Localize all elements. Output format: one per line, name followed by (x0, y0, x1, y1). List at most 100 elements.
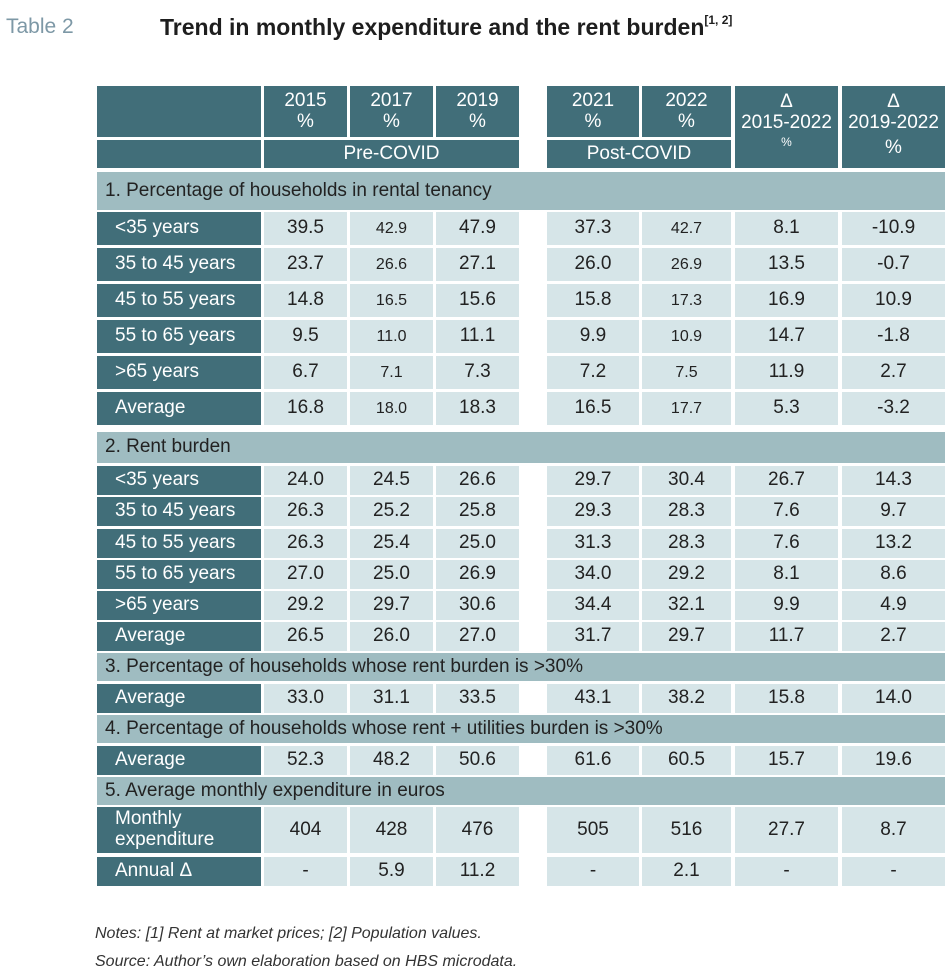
table-cell: 60.5 (642, 746, 731, 775)
table-cell: 428 (350, 807, 433, 853)
header-subunit: % (781, 134, 792, 149)
row-label: <35 years (97, 466, 261, 495)
row-label: 55 to 65 years (97, 560, 261, 589)
table-cell: 7.5 (642, 356, 731, 389)
table-cell: 47.9 (436, 212, 519, 245)
table-cell: 26.0 (547, 248, 639, 281)
table-cell: 27.1 (436, 248, 519, 281)
header-unit: 2019-2022 (848, 111, 939, 133)
header-year-cell: 2015% (264, 86, 347, 137)
table-cell: 16.5 (350, 284, 433, 317)
table-cell: 8.7 (842, 807, 945, 853)
table-cell: 26.9 (436, 560, 519, 589)
table-cell: 26.5 (264, 622, 347, 651)
row-label: <35 years (97, 212, 261, 245)
section-header: 1. Percentage of households in rental te… (97, 172, 945, 210)
table-cell: 8.1 (735, 212, 838, 245)
table-cell: 516 (642, 807, 731, 853)
header-year: 2017 (370, 89, 413, 111)
table-cell: 9.5 (264, 320, 347, 353)
table-cell: 34.0 (547, 560, 639, 589)
header-year-cell: 2019% (436, 86, 519, 137)
header-unit: % (678, 110, 695, 132)
header-year: Δ (780, 91, 793, 112)
table-cell: 31.3 (547, 529, 639, 558)
row-label: 45 to 55 years (97, 529, 261, 558)
header-unit: 2015-2022 (741, 111, 832, 133)
row-label: Average (97, 392, 261, 425)
table-cell: - (735, 857, 838, 886)
table-cell: 16.9 (735, 284, 838, 317)
table-cell: 7.6 (735, 529, 838, 558)
header-unit: % (584, 110, 602, 132)
table-cell: 28.3 (642, 497, 731, 526)
table-cell: 29.7 (547, 466, 639, 495)
table-cell: 476 (436, 807, 519, 853)
table-cell: 4.9 (842, 591, 945, 620)
table-cell: 32.1 (642, 591, 731, 620)
header-year-cell: 2017% (350, 86, 433, 137)
table-cell: 14.0 (842, 684, 945, 713)
table-cell: 26.0 (350, 622, 433, 651)
table-cell: 29.2 (642, 560, 731, 589)
table-cell: 27.0 (264, 560, 347, 589)
row-label: 55 to 65 years (97, 320, 261, 353)
table-cell: 25.2 (350, 497, 433, 526)
title-footnote-ref: [1, 2] (704, 13, 733, 27)
table-cell: 14.7 (735, 320, 838, 353)
table-cell: 16.5 (547, 392, 639, 425)
row-label: Average (97, 684, 261, 713)
table-cell: 33.5 (436, 684, 519, 713)
table-cell: 505 (547, 807, 639, 853)
header-year: 2022 (665, 89, 708, 111)
section-header: 5. Average monthly expenditure in euros (97, 777, 945, 805)
header-year-cell: 2021% (547, 86, 639, 137)
table-cell: 13.2 (842, 529, 945, 558)
table-cell: 19.6 (842, 746, 945, 775)
table-cell: 10.9 (642, 320, 731, 353)
table-cell: 30.6 (436, 591, 519, 620)
table-cell: 6.7 (264, 356, 347, 389)
table-cell: 7.2 (547, 356, 639, 389)
table-cell: 9.9 (547, 320, 639, 353)
table-cell: 25.0 (350, 560, 433, 589)
table-cell: 26.7 (735, 466, 838, 495)
table-cell: 33.0 (264, 684, 347, 713)
table-cell: 8.6 (842, 560, 945, 589)
table-cell: 25.8 (436, 497, 519, 526)
table-cell: 26.6 (436, 466, 519, 495)
table-cell: 18.0 (350, 392, 433, 425)
table-cell: 11.9 (735, 356, 838, 389)
table-cell: 29.3 (547, 497, 639, 526)
table-cell: 9.7 (842, 497, 945, 526)
table-cell: 24.5 (350, 466, 433, 495)
table-cell: - (547, 857, 639, 886)
header-year: Δ (887, 91, 900, 112)
header-year: 2015 (284, 89, 327, 111)
table-cell: -10.9 (842, 212, 945, 245)
table-cell: 18.3 (436, 392, 519, 425)
table-cell: 24.0 (264, 466, 347, 495)
table-cell: - (842, 857, 945, 886)
source-line: Source: Author’s own elaboration based o… (95, 953, 518, 970)
table-cell: 30.4 (642, 466, 731, 495)
header-unit: % (469, 110, 486, 132)
table-cell: 15.8 (735, 684, 838, 713)
table-cell: 27.0 (436, 622, 519, 651)
table-cell: 39.5 (264, 212, 347, 245)
pre-covid-header: Pre-COVID (264, 140, 519, 168)
table-cell: 52.3 (264, 746, 347, 775)
table-cell: 50.6 (436, 746, 519, 775)
title-text: Trend in monthly expenditure and the ren… (160, 14, 705, 40)
header-corner-cell (97, 86, 261, 137)
table-cell: 14.8 (264, 284, 347, 317)
table-cell: 16.8 (264, 392, 347, 425)
header-year-cell: 2022% (642, 86, 731, 137)
table-label: Table 2 (6, 15, 74, 38)
table-cell: 404 (264, 807, 347, 853)
table-cell: 2.7 (842, 622, 945, 651)
header-unit: % (297, 110, 314, 132)
table-cell: 17.3 (642, 284, 731, 317)
table-cell: 29.7 (350, 591, 433, 620)
table-cell: 7.3 (436, 356, 519, 389)
